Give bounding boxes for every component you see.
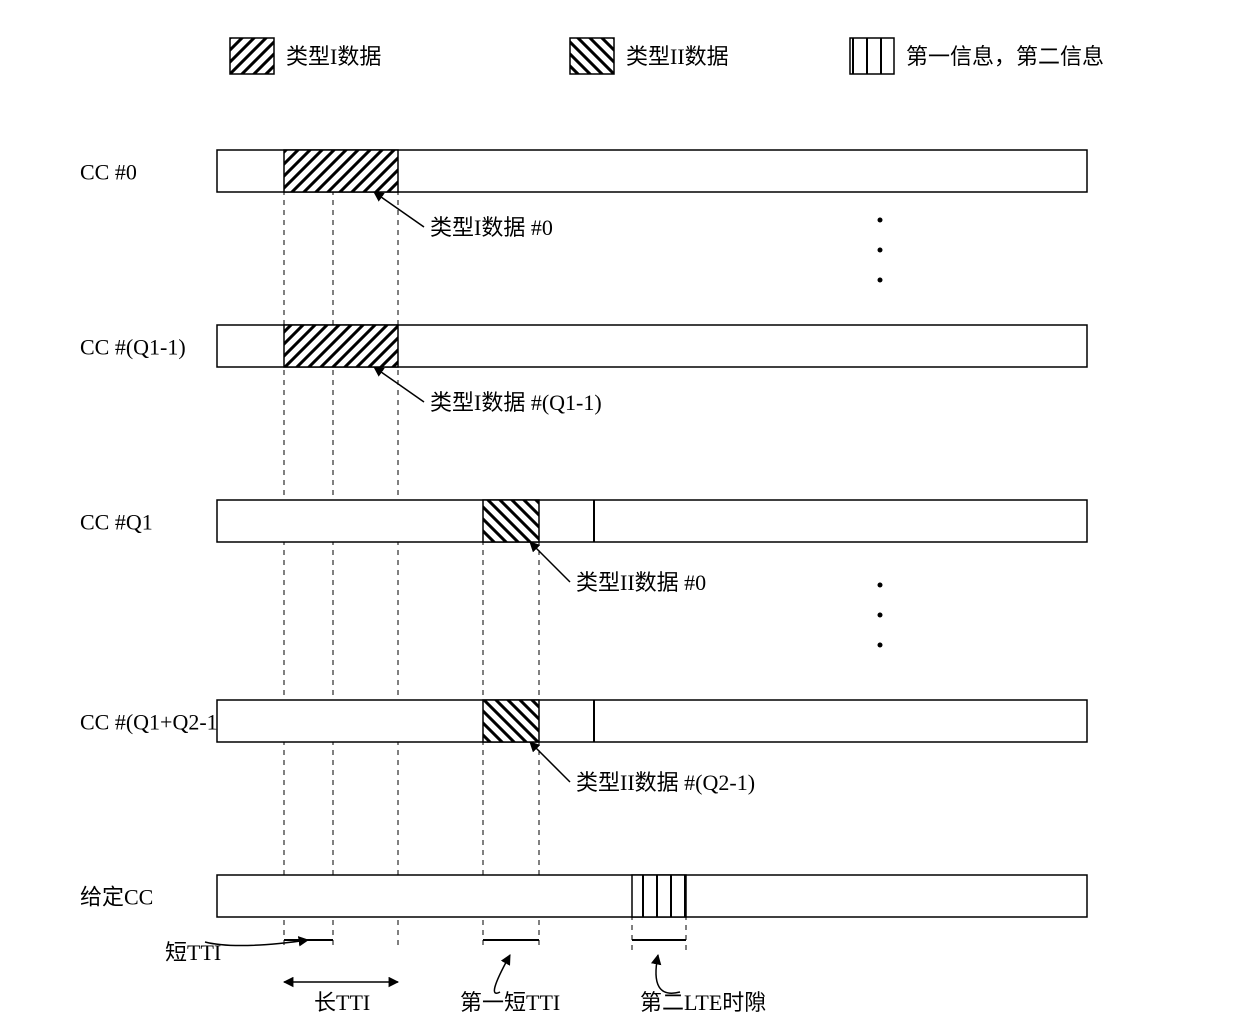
annotation-arrow [374, 367, 424, 402]
legend-label: 类型II数据 [626, 44, 729, 69]
type2-block [483, 500, 539, 542]
annotation-arrow [530, 742, 570, 782]
legend-swatch [850, 38, 894, 74]
annotation-label: 类型I数据 #0 [430, 215, 553, 240]
cc-row-label: CC #0 [80, 159, 137, 184]
timing-diagram: 类型I数据 类型II数据 第一信息，第二信息 CC #0 CC #(Q1-1) CC #Q… [20, 20, 1220, 1020]
annotation-label: 类型II数据 #0 [576, 570, 706, 595]
ellipsis-dot [878, 643, 883, 648]
axis-label: 短TTI [165, 940, 221, 965]
legend-swatch [570, 38, 614, 74]
type1-block [284, 325, 398, 367]
cc-bar [217, 500, 1087, 542]
annotation-arrow [374, 192, 424, 227]
axis-arrow [494, 955, 510, 993]
axis-label: 长TTI [314, 990, 370, 1015]
type1-block [284, 150, 398, 192]
info-block [632, 875, 686, 917]
cc-row-label: CC #(Q1-1) [80, 334, 186, 359]
ellipsis-dot [878, 613, 883, 618]
cc-row-label: 给定CC [80, 884, 153, 909]
axis-label: 第二LTE时隙 [640, 990, 766, 1015]
annotation-label: 类型I数据 #(Q1-1) [430, 390, 602, 415]
annotation-label: 类型II数据 #(Q2-1) [576, 770, 755, 795]
axis-arrow [656, 955, 680, 993]
legend-swatch [230, 38, 274, 74]
ellipsis-dot [878, 583, 883, 588]
legend-label: 类型I数据 [286, 44, 381, 69]
ellipsis-dot [878, 248, 883, 253]
cc-row-label: CC #(Q1+Q2-1) [80, 709, 225, 734]
type2-block [483, 700, 539, 742]
ellipsis-dot [878, 278, 883, 283]
ellipsis-dot [878, 218, 883, 223]
legend-label: 第一信息，第二信息 [906, 44, 1104, 69]
axis-label: 第一短TTI [460, 990, 560, 1015]
cc-bar [217, 700, 1087, 742]
annotation-arrow [530, 542, 570, 582]
cc-row-label: CC #Q1 [80, 509, 153, 534]
